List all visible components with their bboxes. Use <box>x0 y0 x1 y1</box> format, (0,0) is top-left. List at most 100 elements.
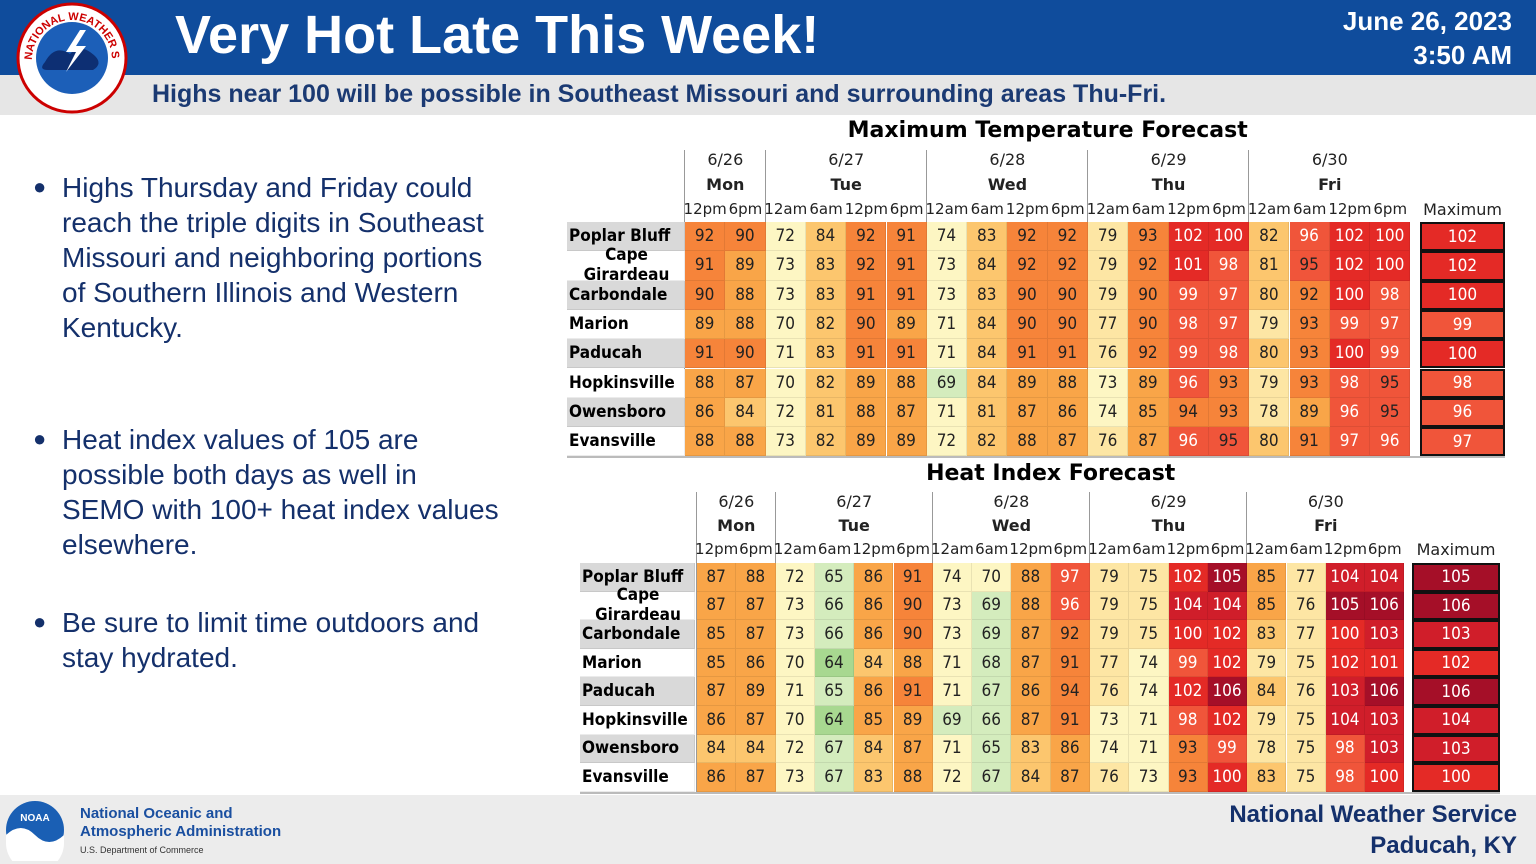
date-label: 6/26 <box>718 492 755 511</box>
time-label: 6pm <box>1053 540 1088 558</box>
day-label: Mon <box>706 175 745 194</box>
value-cell: 86 <box>685 397 726 428</box>
value-cell: 99 <box>1370 339 1411 369</box>
value-cell: 79 <box>1090 620 1130 649</box>
value-cell: 86 <box>854 677 894 706</box>
max-cell: 102 <box>1420 251 1505 281</box>
value-cell: 91 <box>1050 706 1090 735</box>
value-cell: 90 <box>846 309 887 340</box>
value-cell: 71 <box>775 677 815 706</box>
bullet-dot: ● <box>33 174 47 199</box>
value-cell: 83 <box>1247 763 1287 792</box>
value-cell: 104 <box>1365 563 1405 592</box>
value-cell: 98 <box>1208 251 1250 281</box>
value-cell: 88 <box>846 397 887 428</box>
value-cell: 93 <box>1168 763 1208 792</box>
value-cell: 97 <box>1208 309 1250 340</box>
value-cell: 85 <box>1247 563 1287 592</box>
value-cell: 71 <box>765 339 806 369</box>
value-cell: 91 <box>846 339 887 369</box>
value-cell: 69 <box>932 706 973 735</box>
value-cell: 99 <box>1168 648 1208 678</box>
time-label: 12pm <box>1167 200 1211 218</box>
row-name: Poplar Bluff <box>580 563 695 592</box>
value-cell: 86 <box>1047 397 1088 428</box>
row-name: Owensboro <box>580 734 695 764</box>
max-cell: 105 <box>1412 563 1500 592</box>
value-cell: 76 <box>1090 763 1130 792</box>
table-title: Heat Index Forecast <box>926 461 1176 486</box>
value-cell: 90 <box>893 591 933 621</box>
max-cell: 97 <box>1420 427 1505 457</box>
value-cell: 73 <box>926 280 968 310</box>
value-cell: 106 <box>1365 591 1405 621</box>
value-cell: 94 <box>1168 397 1209 428</box>
max-cell: 102 <box>1412 648 1500 678</box>
value-cell: 75 <box>1286 763 1326 792</box>
time-label: 12pm <box>1005 200 1050 218</box>
value-cell: 92 <box>1128 339 1169 369</box>
time-label: 12am <box>1088 540 1132 558</box>
day-label: Tue <box>838 516 870 535</box>
value-cell: 73 <box>932 591 973 621</box>
value-cell: 87 <box>697 677 737 706</box>
value-cell: 89 <box>846 427 887 457</box>
value-cell: 92 <box>1047 222 1088 252</box>
value-cell: 77 <box>1090 648 1130 678</box>
value-cell: 76 <box>1286 677 1326 706</box>
value-cell: 77 <box>1286 563 1326 592</box>
value-cell: 84 <box>697 734 737 764</box>
value-cell: 84 <box>736 734 776 764</box>
value-cell: 76 <box>1090 677 1130 706</box>
value-cell: 96 <box>1370 427 1411 457</box>
value-cell: 67 <box>814 763 855 792</box>
value-cell: 91 <box>1007 339 1048 369</box>
value-cell: 98 <box>1325 734 1366 764</box>
title: Very Hot Late This Week! <box>175 5 820 65</box>
header-bar <box>0 0 1536 75</box>
value-cell: 102 <box>1207 706 1248 735</box>
value-cell: 69 <box>972 620 1012 649</box>
date-label: 6/27 <box>828 150 865 169</box>
value-cell: 82 <box>805 309 847 340</box>
value-cell: 91 <box>893 563 933 592</box>
table-rule <box>567 456 1505 459</box>
date-label: 6/26 <box>707 150 744 169</box>
value-cell: 87 <box>1050 763 1090 792</box>
value-cell: 86 <box>854 563 894 592</box>
value-cell: 70 <box>775 648 815 678</box>
value-cell: 66 <box>814 620 855 649</box>
value-cell: 84 <box>967 339 1008 369</box>
time-label: 6pm <box>1210 540 1245 558</box>
value-cell: 106 <box>1365 677 1405 706</box>
time-label: 12am <box>1247 200 1291 218</box>
day-separator <box>696 492 697 792</box>
value-cell: 79 <box>1249 309 1290 340</box>
time-label: 6pm <box>739 540 773 558</box>
value-cell: 82 <box>1249 222 1290 252</box>
value-cell: 92 <box>846 222 887 252</box>
value-cell: 65 <box>814 677 855 706</box>
value-cell: 91 <box>893 677 933 706</box>
value-cell: 90 <box>1007 280 1048 310</box>
value-cell: 82 <box>805 368 847 398</box>
value-cell: 96 <box>1289 222 1330 252</box>
max-cell: 106 <box>1412 591 1500 621</box>
value-cell: 101 <box>1168 251 1209 281</box>
value-cell: 74 <box>1090 734 1130 764</box>
footer-bar <box>0 795 1536 864</box>
office: National Weather Service Paducah, KY <box>1229 799 1517 861</box>
value-cell: 73 <box>775 763 815 792</box>
value-cell: 88 <box>893 648 933 678</box>
value-cell: 98 <box>1168 309 1209 340</box>
value-cell: 75 <box>1129 591 1169 621</box>
row-name: Hopkinsville <box>580 706 695 735</box>
value-cell: 71 <box>926 309 968 340</box>
office-line: National Weather Service <box>1229 801 1517 828</box>
max-cell: 100 <box>1412 763 1500 792</box>
value-cell: 89 <box>846 368 887 398</box>
value-cell: 86 <box>854 620 894 649</box>
value-cell: 103 <box>1365 706 1405 735</box>
time-label: 12am <box>1086 200 1130 218</box>
value-cell: 64 <box>814 648 855 678</box>
